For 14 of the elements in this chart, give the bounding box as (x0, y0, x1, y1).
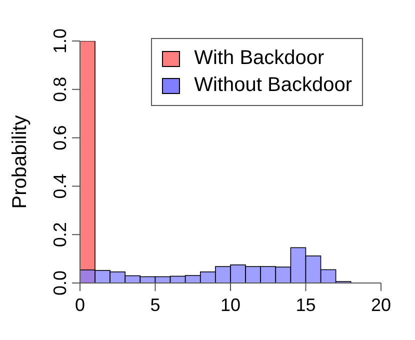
x-tick-label: 10 (220, 295, 241, 315)
x-tick-label: 0 (74, 295, 86, 315)
y-tick-label: 0.6 (50, 125, 70, 150)
y-tick-label: 0.4 (50, 174, 70, 199)
y-tick-label: 0.2 (50, 222, 70, 248)
y-tick-label: 0.8 (50, 76, 70, 102)
legend-label: Without Backdoor (194, 73, 352, 98)
y-axis-title: Probability (9, 115, 32, 209)
y-tick-label: 0.0 (50, 270, 70, 296)
legend-label: With Backdoor (194, 46, 324, 71)
x-tick-label: 15 (296, 295, 316, 315)
x-tick-label: 20 (370, 295, 392, 315)
y-tick-label: 1.0 (50, 28, 70, 54)
x-tick-label: 5 (150, 295, 160, 315)
